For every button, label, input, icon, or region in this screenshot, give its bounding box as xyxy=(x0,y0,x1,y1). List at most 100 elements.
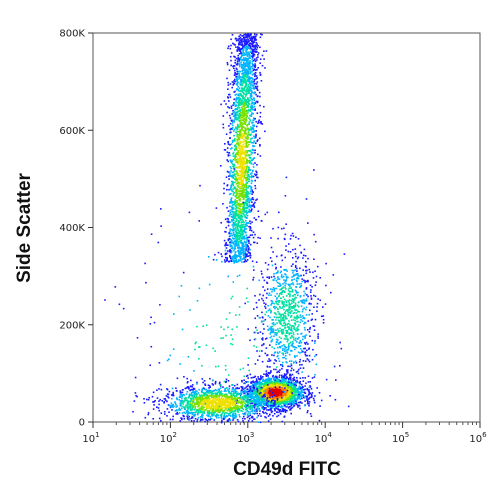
event-dot xyxy=(233,384,236,387)
event-dot xyxy=(277,399,280,401)
event-dot xyxy=(282,379,284,382)
event-dot xyxy=(270,379,272,381)
event-dot xyxy=(254,149,256,152)
event-dot xyxy=(246,135,248,138)
event-dot xyxy=(257,54,259,56)
event-dot xyxy=(235,76,237,78)
event-dot xyxy=(294,394,297,396)
event-dot xyxy=(234,139,236,142)
event-dot xyxy=(286,393,288,396)
event-dot xyxy=(240,249,243,252)
event-dot xyxy=(230,148,232,150)
event-dot xyxy=(255,396,258,398)
event-dot xyxy=(272,381,274,384)
event-dot xyxy=(254,66,256,68)
event-dot xyxy=(236,84,239,86)
event-dot xyxy=(259,46,261,49)
event-dot xyxy=(229,166,232,168)
event-dot xyxy=(238,115,240,118)
event-dot xyxy=(247,245,249,247)
event-dot xyxy=(263,58,265,60)
event-dot xyxy=(264,384,266,387)
event-dot xyxy=(240,84,243,87)
event-dot xyxy=(243,69,245,71)
event-dot xyxy=(239,65,241,67)
event-dot xyxy=(237,106,239,109)
event-dot xyxy=(244,136,247,139)
event-dot xyxy=(261,383,264,385)
event-dot xyxy=(234,38,237,40)
event-dot xyxy=(231,216,234,219)
event-dot xyxy=(234,396,236,399)
event-dot xyxy=(237,186,240,188)
event-dot xyxy=(229,251,232,254)
event-dot xyxy=(264,387,266,389)
event-dot xyxy=(240,114,243,117)
event-dot xyxy=(254,74,256,76)
event-dot xyxy=(278,376,281,378)
event-dot xyxy=(228,171,231,173)
event-dot xyxy=(273,384,276,386)
event-dot xyxy=(229,96,232,98)
event-dot xyxy=(242,63,244,66)
event-dot xyxy=(235,229,238,231)
event-dot xyxy=(247,39,250,41)
event-dot xyxy=(237,123,239,126)
event-dot xyxy=(235,131,238,133)
event-dot xyxy=(255,399,258,402)
event-dot xyxy=(229,201,231,203)
event-dot xyxy=(265,373,267,376)
event-dot xyxy=(240,116,242,119)
event-dot xyxy=(199,409,202,412)
event-dot xyxy=(242,138,245,141)
event-dot xyxy=(265,385,267,387)
event-dot xyxy=(249,157,252,160)
event-dot xyxy=(256,400,259,403)
event-dot xyxy=(265,372,268,375)
event-dot xyxy=(245,85,248,87)
event-dot xyxy=(240,174,242,176)
event-dot xyxy=(242,163,244,165)
event-dot xyxy=(234,115,237,117)
event-dot xyxy=(249,190,252,193)
event-dot xyxy=(248,117,250,119)
event-dot xyxy=(241,237,244,240)
event-dot xyxy=(263,386,265,388)
event-dot xyxy=(242,95,244,97)
event-dot xyxy=(239,36,242,39)
event-dot xyxy=(246,214,249,217)
event-dot xyxy=(232,226,234,228)
event-dot xyxy=(258,395,261,397)
event-dot xyxy=(233,220,235,222)
event-dot xyxy=(239,50,242,52)
event-dot xyxy=(238,131,240,133)
event-dot xyxy=(236,244,238,247)
event-dot xyxy=(267,395,269,398)
event-dot xyxy=(289,377,292,380)
event-dot xyxy=(239,43,242,45)
event-dot xyxy=(334,398,337,401)
event-dot xyxy=(265,384,267,386)
event-dot xyxy=(225,244,228,246)
event-dot xyxy=(244,130,246,133)
event-dot xyxy=(229,212,232,214)
event-dot xyxy=(239,181,242,184)
event-dot xyxy=(266,392,269,395)
event-dot xyxy=(274,384,277,387)
event-dot xyxy=(168,390,171,393)
event-dot xyxy=(212,409,215,412)
event-dot xyxy=(243,118,245,121)
event-dot xyxy=(247,177,249,180)
event-dot xyxy=(237,162,239,164)
event-dot xyxy=(243,120,245,122)
event-dot xyxy=(214,410,217,412)
event-dot xyxy=(255,170,257,173)
event-dot xyxy=(215,207,218,209)
event-dot xyxy=(271,410,274,413)
event-dot xyxy=(237,117,239,119)
event-dot xyxy=(245,228,248,230)
event-dot xyxy=(239,233,242,236)
event-dot xyxy=(295,399,297,401)
event-dot xyxy=(229,221,231,224)
event-dot xyxy=(232,122,234,124)
